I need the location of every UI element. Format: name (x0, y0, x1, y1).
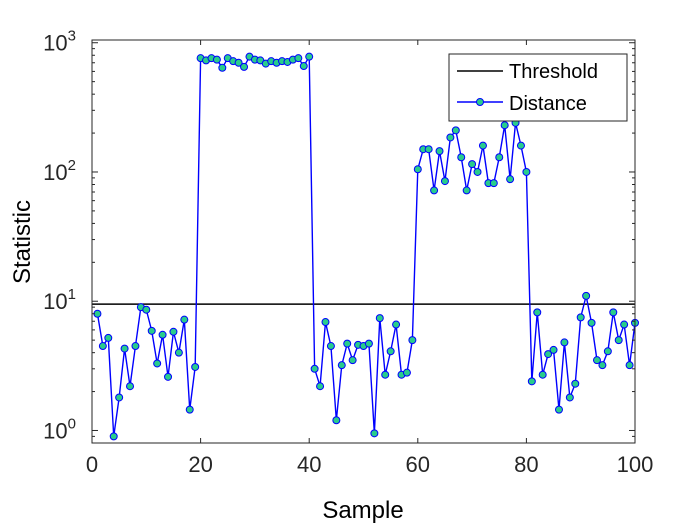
legend-box (448, 53, 628, 122)
y-tick-label: 102 (43, 157, 76, 185)
data-point (495, 153, 504, 162)
data-point (174, 348, 183, 357)
data-point (625, 361, 634, 370)
plot-frame (91, 39, 636, 444)
data-point (370, 429, 379, 438)
data-point (169, 327, 178, 336)
data-point (468, 160, 477, 169)
data-point (120, 344, 129, 353)
data-point (218, 63, 227, 72)
data-point (364, 339, 373, 348)
legend-distance-marker (476, 98, 484, 106)
y-tick-label: 103 (43, 28, 76, 56)
data-point (158, 330, 167, 339)
data-point (234, 58, 243, 67)
data-point (522, 167, 531, 176)
data-point (516, 141, 525, 150)
data-point (587, 318, 596, 327)
data-point (392, 320, 401, 329)
data-point (185, 405, 194, 414)
y-axis-ticks: 100 101 102 103 (43, 28, 635, 444)
data-point (565, 393, 574, 402)
data-point (294, 54, 303, 63)
data-point (212, 55, 221, 64)
data-point (435, 147, 444, 156)
data-point (180, 315, 189, 324)
data-point (310, 364, 319, 373)
data-point (500, 121, 509, 130)
data-point (446, 133, 455, 142)
data-point (332, 416, 341, 425)
data-point (609, 308, 618, 317)
data-point (316, 382, 325, 391)
data-point (538, 370, 547, 379)
x-axis-label: Sample (322, 497, 403, 524)
data-point (462, 186, 471, 195)
data-point (142, 305, 151, 314)
data-point (592, 356, 601, 365)
data-point (506, 175, 515, 184)
data-point (440, 177, 449, 186)
data-point (337, 361, 346, 370)
x-tick-label: 80 (514, 452, 538, 477)
data-point (164, 372, 173, 381)
data-point (299, 62, 308, 71)
data-point (408, 336, 417, 345)
data-point (131, 342, 140, 351)
data-point (620, 320, 629, 329)
data-point (109, 432, 118, 441)
data-point (603, 347, 612, 356)
data-point (549, 345, 558, 354)
data-point (413, 165, 422, 174)
data-point (305, 52, 314, 61)
data-point (489, 179, 498, 188)
data-point (451, 126, 460, 135)
data-point (375, 314, 384, 323)
data-point (147, 326, 156, 335)
legend-distance-label: Distance (509, 93, 587, 115)
x-tick-label: 100 (617, 452, 654, 477)
legend: Threshold Distance (448, 53, 628, 122)
x-axis-ticks: 0 20 40 60 80 100 (86, 40, 653, 477)
data-point (381, 370, 390, 379)
data-point (348, 356, 357, 365)
series-layer (93, 52, 639, 441)
data-point (98, 342, 107, 351)
data-point (402, 368, 411, 377)
legend-threshold-label: Threshold (509, 61, 598, 83)
data-point (104, 333, 113, 342)
x-tick-label: 40 (297, 452, 321, 477)
data-point (571, 379, 580, 388)
data-point (191, 362, 200, 371)
data-point (326, 342, 335, 351)
data-point (598, 361, 607, 370)
y-tick-label: 100 (43, 415, 76, 443)
data-point (457, 153, 466, 162)
data-point (560, 338, 569, 347)
data-point (321, 318, 330, 327)
data-point (424, 145, 433, 154)
data-point (527, 377, 536, 386)
y-tick-label: 101 (43, 286, 76, 314)
data-point (554, 405, 563, 414)
data-point (386, 347, 395, 356)
data-point (576, 313, 585, 322)
data-point (478, 141, 487, 150)
data-point (582, 291, 591, 300)
data-point (343, 339, 352, 348)
data-point (473, 167, 482, 176)
x-tick-label: 20 (188, 452, 212, 477)
x-tick-label: 60 (406, 452, 430, 477)
data-point (430, 186, 439, 195)
data-point (614, 336, 623, 345)
data-point (126, 382, 135, 391)
data-point (240, 62, 249, 71)
data-point (544, 350, 553, 359)
data-point (153, 359, 162, 368)
y-axis-label: Statistic (9, 200, 36, 284)
data-point (115, 393, 124, 402)
data-point (533, 308, 542, 317)
x-tick-label: 0 (86, 452, 98, 477)
